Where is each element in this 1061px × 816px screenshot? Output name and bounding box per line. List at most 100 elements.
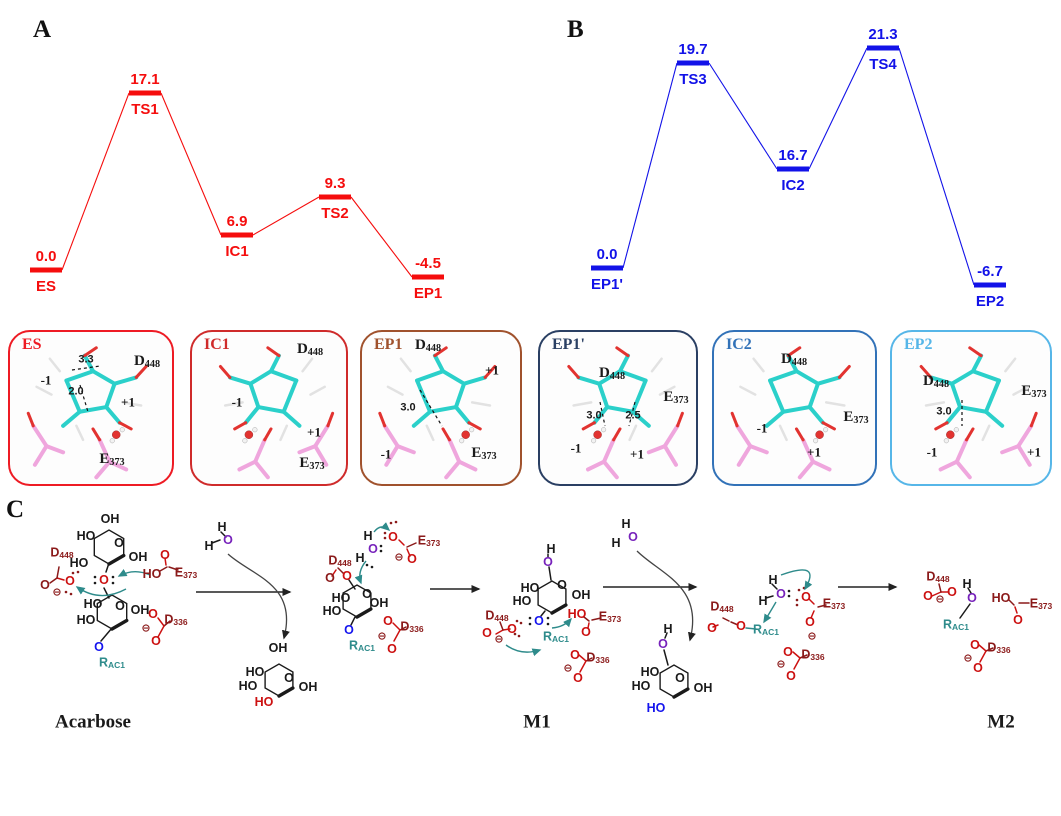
- energy-level-bar-EP2: [974, 282, 1006, 288]
- energy-state-label: EP1': [591, 276, 623, 293]
- annotation-+1: +1: [121, 394, 135, 410]
- lone-pair-dot: [383, 531, 387, 535]
- chem-label: ⊖: [52, 585, 62, 599]
- energy-value-label: -4.5: [415, 255, 441, 272]
- chem-label: HO: [512, 593, 532, 608]
- structure-box-title-EP2: EP2: [904, 336, 933, 353]
- residue-d336: D336: [400, 619, 424, 635]
- residue-label-E373: E373: [299, 454, 325, 473]
- chem-label: H: [962, 576, 972, 591]
- residue-d336: D336: [987, 640, 1011, 656]
- lone-pair-dot: [64, 590, 68, 594]
- chem-label: H: [768, 572, 778, 587]
- chem-label: O: [570, 647, 580, 662]
- residue-e373: E373: [174, 565, 198, 581]
- annotation-+1: +1: [630, 446, 644, 462]
- residue-label-E373: E373: [471, 444, 497, 463]
- distance-dash: [628, 401, 636, 427]
- chem-label: OH: [130, 602, 150, 617]
- molecule-render: [730, 346, 851, 480]
- chem-label: OH: [100, 511, 120, 526]
- chem-label: O: [65, 573, 75, 588]
- residue-d448: D448: [50, 545, 74, 561]
- structure-box-ES: ES 3.3 D448 -1 2.0 +1 E373: [8, 330, 174, 486]
- water-oxygen: O: [223, 532, 233, 547]
- chem-label: O: [115, 598, 125, 613]
- water-molecule: [815, 430, 824, 439]
- energy-profile-diagrams: 0.0 ES 17.1 TS1 6.9 IC1 9.3 TS2 -4.5 EP1 0.0 EP1' 19…: [30, 26, 1006, 310]
- annotation-3.3: 3.3: [78, 353, 94, 366]
- mechanism-panel: OH HO O OH HO O D448 O O ⊖ HO O E373 HO O OH HO O RAC1 O D33…: [0, 490, 1061, 816]
- chem-label: H: [204, 538, 214, 553]
- chem-label: O: [151, 633, 161, 648]
- chem-label: HO: [991, 590, 1011, 605]
- residue-d448: D448: [926, 569, 950, 585]
- energy-profile-A: 0.0 ES 17.1 TS1 6.9 IC1 9.3 TS2 -4.5 EP1: [30, 71, 444, 302]
- water-oxygen: O: [628, 529, 638, 544]
- water-in-product-out-2: [636, 550, 696, 642]
- energy-value-label: 0.0: [36, 248, 57, 265]
- molecule-render: [218, 346, 335, 480]
- water-in-product-out-1: [227, 553, 290, 640]
- residue-d336: D336: [164, 612, 188, 628]
- molecule-render: [567, 346, 684, 480]
- chem-label: O: [325, 570, 335, 585]
- chem-label: HO: [83, 596, 103, 611]
- residue-e373: E373: [822, 596, 846, 612]
- chem-label: OH: [128, 549, 148, 564]
- chem-label: O: [383, 613, 393, 628]
- residue-rac1: RAC1: [98, 655, 126, 671]
- structure-box-title-EP1': EP1': [552, 336, 585, 353]
- lone-pair-dot: [111, 575, 115, 579]
- profile-connector: [622, 62, 678, 269]
- annotation-2.0: 2.0: [68, 385, 84, 398]
- chem-label: O: [973, 660, 983, 675]
- chem-label: O: [362, 586, 372, 601]
- lone-pair-dot: [513, 632, 517, 636]
- lone-pair-dot: [76, 570, 80, 574]
- residue-d336: D336: [801, 647, 825, 663]
- annotation--1: -1: [570, 440, 582, 456]
- chem-label: ⊖: [776, 657, 786, 671]
- lone-pair-dot: [787, 589, 791, 593]
- chem-label: O: [967, 590, 977, 605]
- lone-pair-dot: [795, 603, 799, 607]
- lone-pair-dot: [379, 549, 383, 553]
- lone-pair-dot: [71, 571, 75, 575]
- lone-pair-dot: [93, 575, 97, 579]
- structure-box-title-EP1: EP1: [374, 336, 403, 353]
- water-molecule: [593, 430, 602, 439]
- residue-rac1: RAC1: [752, 622, 780, 638]
- chem-label: HO: [76, 612, 96, 627]
- structure-box-title-IC2: IC2: [726, 336, 752, 353]
- structure-box-IC2: IC2 D448 E373 -1 +1: [712, 330, 877, 486]
- chem-label: O: [534, 613, 544, 628]
- chem-label: O: [482, 625, 492, 640]
- chem-label: O: [387, 641, 397, 656]
- annotation-+1: +1: [1027, 444, 1041, 460]
- energy-value-label: 21.3: [868, 26, 897, 43]
- chem-label: O: [284, 670, 294, 685]
- lone-pair-dot: [93, 581, 97, 585]
- chem-label: O: [783, 644, 793, 659]
- energy-state-label: IC2: [781, 177, 804, 194]
- lone-pair-dot: [517, 634, 521, 638]
- chem-label: HO: [646, 700, 666, 715]
- water-oxygen: O: [368, 541, 378, 556]
- annotation-+1: +1: [807, 444, 821, 460]
- chem-label: O: [160, 547, 170, 562]
- structure-box-title-ES: ES: [22, 336, 42, 353]
- annotation-+1: +1: [485, 362, 499, 378]
- residue-label-D448: D448: [414, 336, 442, 355]
- molecule-render: [378, 346, 497, 480]
- chem-label: HO: [76, 528, 96, 543]
- chem-label: H: [758, 593, 768, 608]
- chem-label: OH: [571, 587, 591, 602]
- electron-flow: [75, 586, 127, 597]
- chem-label: H: [611, 535, 621, 550]
- energy-level-bar-TS1: [129, 90, 161, 96]
- annotation--1: -1: [40, 372, 52, 388]
- residue-e373: E373: [417, 533, 441, 549]
- profile-connector: [61, 92, 130, 271]
